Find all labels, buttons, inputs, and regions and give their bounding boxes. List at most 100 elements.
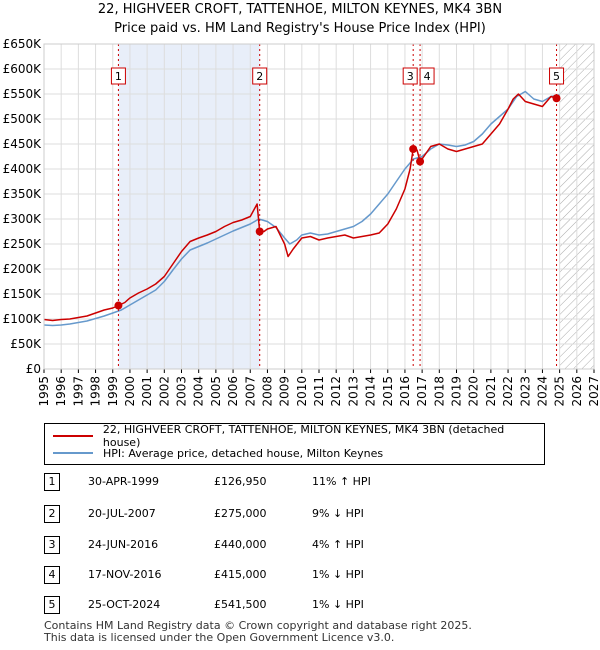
transaction-date: 20-JUL-2007 bbox=[88, 507, 156, 520]
x-tick-label: 2021 bbox=[484, 376, 498, 407]
series-line-property bbox=[43, 93, 557, 322]
sale-label-box bbox=[419, 67, 435, 85]
plot-border bbox=[43, 43, 595, 370]
sale-label: 2 bbox=[256, 70, 263, 83]
transaction-row: 2 20-JUL-2007 £275,000 9% ↓ HPI bbox=[44, 505, 404, 523]
x-tick-label: 2002 bbox=[157, 376, 171, 407]
x-tick-label: 1996 bbox=[54, 376, 68, 407]
y-tick-label: £100K bbox=[3, 312, 43, 326]
x-tick-label: 2009 bbox=[278, 376, 292, 407]
y-tick-label: £650K bbox=[3, 37, 43, 51]
x-tick-label: 2011 bbox=[312, 376, 326, 407]
x-tick-label: 2022 bbox=[501, 376, 515, 407]
sale-label: 1 bbox=[115, 70, 122, 83]
legend: 22, HIGHVEER CROFT, TATTENHOE, MILTON KE… bbox=[44, 423, 545, 465]
x-tick-label: 2010 bbox=[295, 376, 309, 407]
sale-label: 4 bbox=[424, 70, 431, 83]
y-tick-label: £0 bbox=[26, 362, 41, 376]
transaction-hpi-diff: 1% ↓ HPI bbox=[312, 598, 364, 611]
x-tick-label: 2012 bbox=[329, 376, 343, 407]
sale-point bbox=[255, 227, 264, 236]
transaction-date: 17-NOV-2016 bbox=[88, 568, 162, 581]
sale-label-box bbox=[110, 67, 126, 85]
sale-label: 5 bbox=[553, 70, 560, 83]
y-tick-label: £500K bbox=[3, 112, 43, 126]
x-tick-label: 1997 bbox=[71, 376, 85, 407]
transaction-price: £541,500 bbox=[214, 598, 267, 611]
footer: Contains HM Land Registry data © Crown c… bbox=[44, 620, 472, 644]
transaction-price: £275,000 bbox=[214, 507, 267, 520]
transaction-hpi-diff: 1% ↓ HPI bbox=[312, 568, 364, 581]
legend-line-property bbox=[53, 435, 93, 437]
x-tick-label: 2020 bbox=[467, 376, 481, 407]
transaction-hpi-diff: 11% ↑ HPI bbox=[312, 475, 371, 488]
transaction-date: 24-JUN-2016 bbox=[88, 538, 159, 551]
y-tick-label: £450K bbox=[3, 137, 43, 151]
x-tick-label: 2013 bbox=[346, 376, 360, 407]
y-tick-label: £150K bbox=[3, 287, 43, 301]
y-tick-label: £350K bbox=[3, 187, 43, 201]
transaction-hpi-diff: 4% ↑ HPI bbox=[312, 538, 364, 551]
transaction-price: £440,000 bbox=[214, 538, 267, 551]
transaction-date: 25-OCT-2024 bbox=[88, 598, 161, 611]
transaction-row: 1 30-APR-1999 £126,950 11% ↑ HPI bbox=[44, 473, 404, 491]
y-tick-label: £600K bbox=[3, 62, 43, 76]
x-tick-label: 2008 bbox=[260, 376, 274, 407]
transaction-hpi-diff: 9% ↓ HPI bbox=[312, 507, 364, 520]
x-tick-label: 2018 bbox=[432, 376, 446, 407]
transaction-row: 5 25-OCT-2024 £541,500 1% ↓ HPI bbox=[44, 596, 404, 614]
legend-item-property: 22, HIGHVEER CROFT, TATTENHOE, MILTON KE… bbox=[53, 423, 544, 449]
transaction-number: 2 bbox=[44, 505, 60, 523]
x-tick-label: 2014 bbox=[364, 376, 378, 407]
transaction-date: 30-APR-1999 bbox=[88, 475, 160, 488]
transaction-row: 3 24-JUN-2016 £440,000 4% ↑ HPI bbox=[44, 536, 404, 554]
x-tick-label: 2024 bbox=[535, 376, 549, 407]
sale-label-box bbox=[402, 67, 418, 85]
x-tick-label: 2000 bbox=[123, 376, 137, 407]
transaction-price: £126,950 bbox=[214, 475, 267, 488]
legend-label-property: 22, HIGHVEER CROFT, TATTENHOE, MILTON KE… bbox=[102, 423, 505, 449]
transaction-row: 4 17-NOV-2016 £415,000 1% ↓ HPI bbox=[44, 566, 404, 584]
footer-copyright: Contains HM Land Registry data © Crown c… bbox=[44, 619, 472, 632]
sale-point bbox=[552, 94, 561, 103]
y-tick-label: £50K bbox=[10, 337, 42, 351]
sale-point bbox=[416, 157, 425, 166]
y-tick-label: £200K bbox=[3, 262, 43, 276]
x-tick-label: 2026 bbox=[570, 376, 584, 407]
x-tick-label: 2006 bbox=[226, 376, 240, 407]
transaction-number: 4 bbox=[44, 566, 60, 584]
x-tick-label: 2023 bbox=[518, 376, 532, 407]
x-tick-label: 2007 bbox=[243, 376, 257, 407]
transaction-price: £415,000 bbox=[214, 568, 267, 581]
series-line-hpi bbox=[43, 90, 560, 327]
y-tick-label: £400K bbox=[3, 162, 43, 176]
x-tick-label: 2004 bbox=[192, 376, 206, 407]
x-tick-label: 2003 bbox=[175, 376, 189, 407]
transaction-number: 5 bbox=[44, 596, 60, 614]
chart-title: 22, HIGHVEER CROFT, TATTENHOE, MILTON KE… bbox=[97, 2, 503, 17]
transaction-number: 3 bbox=[44, 536, 60, 554]
footer-licence: This data is licensed under the Open Gov… bbox=[44, 631, 395, 644]
x-tick-label: 2016 bbox=[398, 376, 412, 407]
legend-item-hpi: HPI: Average price, detached house, Milt… bbox=[53, 445, 383, 461]
x-tick-label: 1995 bbox=[37, 376, 51, 407]
x-tick-label: 2025 bbox=[553, 376, 567, 407]
x-tick-label: 1999 bbox=[106, 376, 120, 407]
sale-label-box bbox=[252, 67, 268, 85]
x-tick-label: 2017 bbox=[415, 376, 429, 407]
chart-subtitle: Price paid vs. HM Land Registry's House … bbox=[114, 21, 486, 36]
x-tick-label: 1998 bbox=[89, 376, 103, 407]
legend-label-hpi: HPI: Average price, detached house, Milt… bbox=[103, 446, 384, 460]
x-tick-label: 2001 bbox=[140, 376, 154, 407]
x-tick-label: 2019 bbox=[450, 376, 464, 407]
shaded-period bbox=[118, 44, 260, 369]
sale-point bbox=[409, 145, 418, 153]
x-tick-label: 2027 bbox=[587, 376, 600, 407]
sale-label: 3 bbox=[407, 70, 414, 83]
y-tick-label: £250K bbox=[3, 237, 43, 251]
transaction-number: 1 bbox=[44, 473, 60, 491]
legend-line-hpi bbox=[53, 452, 93, 454]
sale-label-box bbox=[549, 67, 565, 85]
y-tick-label: £300K bbox=[3, 212, 43, 226]
